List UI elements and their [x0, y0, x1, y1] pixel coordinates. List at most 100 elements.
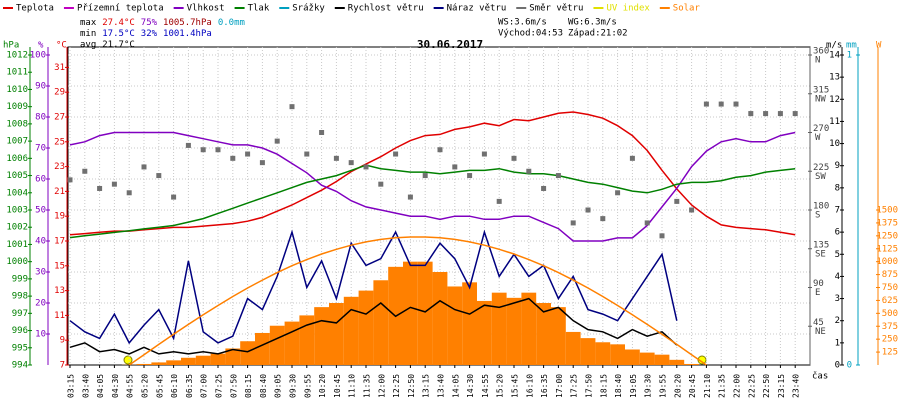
solar-bar	[432, 272, 448, 365]
info-text: Východ:04:53	[498, 29, 563, 39]
x-tick-label: 07:00	[200, 374, 209, 398]
y-tick-label: 1009	[6, 102, 28, 112]
solar-bar	[669, 359, 685, 365]
info-text: WG:6.3m/s	[568, 18, 617, 28]
axis-unit: W	[876, 41, 882, 51]
y-tick-label: 13	[54, 286, 65, 296]
info-text: WS:3.6m/s	[498, 18, 547, 28]
direction-point	[792, 111, 798, 117]
solar-bar	[639, 352, 655, 365]
y-tick-name: SW	[815, 172, 826, 182]
y-tick-label: 997	[12, 309, 28, 319]
direction-point	[259, 160, 265, 166]
y-tick-label: 19	[54, 212, 65, 222]
legend-label: Rychlost větru	[348, 4, 424, 14]
direction-point	[644, 220, 650, 226]
series-line	[128, 236, 707, 366]
stats-item: 32%	[141, 29, 158, 39]
solar-bar	[521, 292, 537, 365]
solar-bar	[225, 348, 241, 365]
x-tick-label: 13:15	[422, 374, 431, 398]
y-tick-label: 1	[847, 51, 852, 61]
x-tick-label: 20:20	[673, 374, 682, 398]
y-tick-label: 1005	[6, 171, 28, 181]
direction-point	[570, 220, 576, 226]
direction-point	[378, 181, 384, 187]
y-tick-label: 5	[835, 250, 840, 260]
plot-layer	[67, 47, 810, 366]
y-tick-label: 4	[835, 272, 840, 282]
y-tick-label: 25	[54, 137, 65, 147]
x-tick-label: 04:55	[126, 374, 135, 398]
y-tick-label: 1003	[6, 206, 28, 216]
solar-bar	[625, 349, 640, 365]
stats-row: avg 21.7°C	[80, 40, 135, 50]
direction-point	[82, 168, 88, 174]
y-tick-label: 14	[829, 51, 840, 61]
legend-label: Směr větru	[529, 4, 583, 14]
direction-point	[333, 155, 339, 161]
legend-label: Teplota	[16, 4, 54, 14]
x-tick-label: 12:25	[392, 374, 401, 398]
y-tick-label: 999	[12, 274, 28, 284]
solar-bar	[240, 341, 255, 365]
y-tick-label: 60	[35, 175, 46, 185]
x-tick-label: 19:05	[629, 374, 638, 398]
y-tick-name: W	[815, 133, 821, 143]
solar-bar	[151, 362, 167, 365]
direction-point	[171, 194, 177, 200]
solar-bar	[417, 261, 433, 365]
stats-item: 17.5°C	[102, 29, 135, 39]
x-tick-label: 22:50	[762, 374, 771, 398]
solar-bar	[329, 303, 344, 365]
stats-item: 21.7°C	[102, 40, 135, 50]
y-tick-label: 45	[813, 318, 824, 328]
legend-label: Srážky	[292, 4, 325, 14]
axis-unit: mm	[846, 41, 857, 51]
x-tick-label: 05:45	[155, 374, 164, 398]
y-tick-label: 10	[829, 139, 840, 149]
x-tick-label: 12:50	[407, 374, 416, 398]
y-tick-label: 1250	[876, 231, 898, 241]
direction-point	[718, 101, 724, 107]
y-tick-label: 375	[882, 322, 898, 332]
y-tick-label: 8	[835, 183, 840, 193]
solar-bar	[506, 297, 522, 365]
y-tick-label: 7	[835, 206, 840, 216]
y-tick-label: 2	[835, 316, 840, 326]
direction-point	[422, 173, 428, 179]
axis-unit: m/s	[826, 41, 842, 51]
info-text: Západ:21:02	[568, 29, 628, 39]
y-tick-label: 1012	[6, 51, 28, 61]
solar-bar	[181, 357, 196, 365]
direction-point	[215, 147, 221, 153]
y-tick-label: 3	[835, 294, 840, 304]
x-tick-label: 15:45	[511, 374, 520, 398]
y-tick-label: 100	[30, 51, 46, 61]
solar-bar	[580, 338, 596, 365]
solar-bar	[565, 331, 581, 365]
x-tick-label: 17:25	[570, 374, 579, 398]
x-tick-label: 19:55	[659, 374, 668, 398]
x-tick-label: 18:15	[599, 374, 608, 398]
x-tick-label: 19:30	[644, 374, 653, 398]
direction-point	[245, 151, 251, 157]
direction-point	[141, 164, 147, 170]
y-tick-label: 90	[35, 82, 46, 92]
x-tick-label: 12:00	[377, 374, 386, 398]
solar-bar	[536, 303, 551, 365]
y-tick-label: 7	[60, 361, 65, 371]
direction-point	[437, 147, 443, 153]
y-tick-label: 10	[35, 330, 46, 340]
stats-item: 0.0mm	[218, 18, 245, 28]
y-tick-label: 998	[12, 292, 28, 302]
series-line	[69, 164, 796, 239]
x-tick-label: 17:50	[585, 374, 594, 398]
direction-point	[585, 207, 591, 213]
x-tick-label: 10:20	[318, 374, 327, 398]
solar-bar	[210, 353, 226, 365]
y-tick-label: 995	[12, 343, 28, 353]
y-tick-label: 70	[35, 144, 46, 154]
direction-point	[733, 101, 739, 107]
y-tick-label: 1000	[876, 257, 898, 267]
